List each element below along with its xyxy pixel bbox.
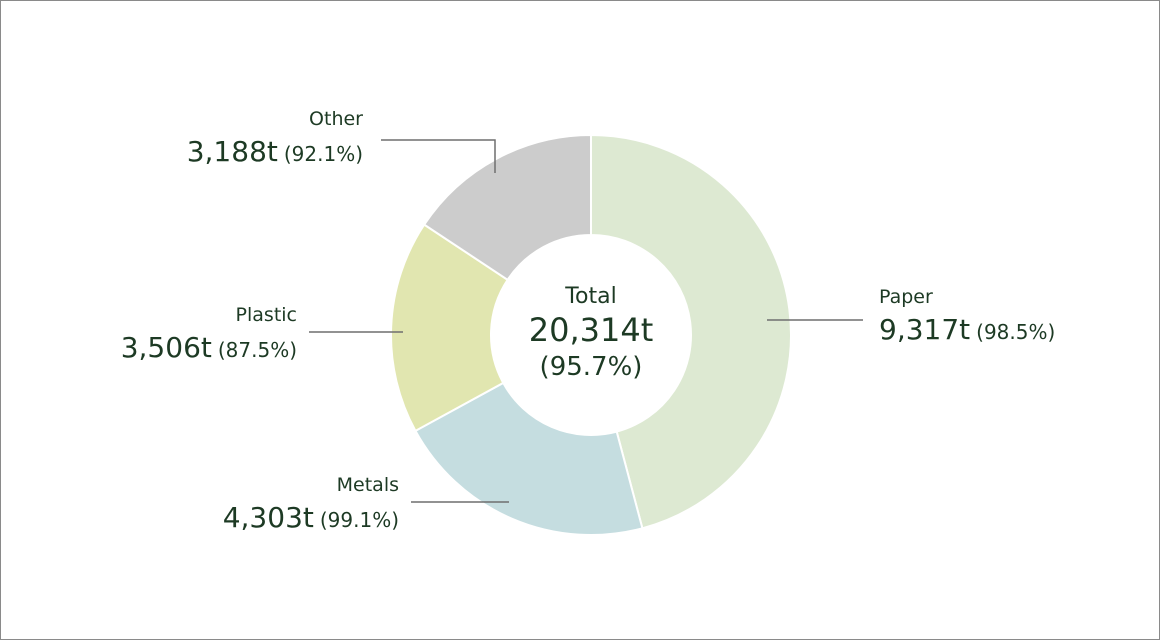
slice-percent-paper: (98.5%) bbox=[976, 320, 1056, 344]
total-percent: (95.7%) bbox=[539, 352, 643, 382]
slice-other bbox=[422, 133, 592, 282]
slice-percent-metals: (99.1%) bbox=[319, 508, 399, 532]
slice-paper bbox=[590, 133, 792, 530]
slice-plastic bbox=[390, 223, 509, 433]
slice-metals bbox=[414, 381, 644, 536]
total-title: Total bbox=[565, 284, 617, 309]
slice-amount-paper: 9,317t bbox=[879, 313, 971, 346]
slice-name-plastic: Plastic bbox=[235, 304, 297, 326]
slice-name-other: Other bbox=[309, 108, 363, 130]
slice-amount-metals: 4,303t bbox=[222, 501, 314, 534]
slice-label-paper: Paper 9,317t (98.5%) bbox=[879, 285, 1055, 347]
slice-label-metals: Metals 4,303t (99.1%) bbox=[223, 473, 399, 535]
slice-amount-other: 3,188t bbox=[186, 135, 278, 168]
slice-name-paper: Paper bbox=[879, 286, 933, 308]
total-value: 20,314t bbox=[528, 311, 654, 349]
leader-line-other bbox=[381, 139, 496, 173]
slice-label-plastic: Plastic 3,506t (87.5%) bbox=[121, 303, 297, 365]
slice-percent-other: (92.1%) bbox=[283, 142, 363, 166]
slice-percent-plastic: (87.5%) bbox=[217, 338, 297, 362]
total-center-label: Total 20,314t (95.7%) bbox=[491, 283, 691, 385]
slice-label-other: Other 3,188t (92.1%) bbox=[187, 107, 363, 169]
slice-amount-plastic: 3,506t bbox=[120, 331, 212, 364]
slice-name-metals: Metals bbox=[336, 474, 399, 496]
